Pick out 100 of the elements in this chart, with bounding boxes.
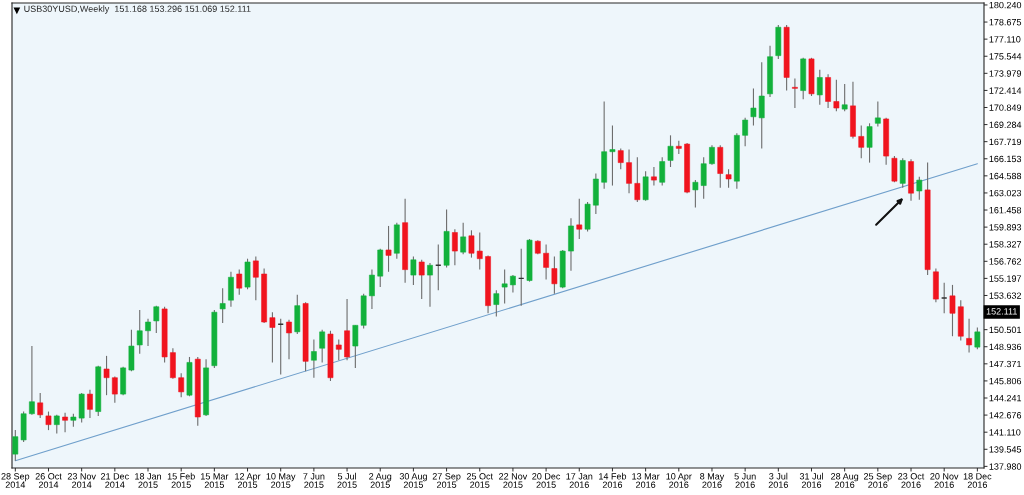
candlestick	[311, 338, 317, 379]
y-tick-label: 166.153	[989, 155, 1022, 163]
x-tick-label: 30 Aug 2015	[399, 473, 427, 488]
x-tick-label: 23 Oct 2016	[898, 473, 925, 488]
candlestick	[252, 255, 259, 301]
candlestick	[841, 83, 848, 112]
candlestick	[543, 243, 549, 281]
candlestick	[476, 231, 483, 271]
y-tick-label: 148.936	[989, 343, 1022, 351]
x-tick-label: 3 Jul 2016	[768, 472, 788, 488]
x-tick-label: 21 Dec 2014	[100, 473, 129, 488]
y-tick-label: 178.675	[989, 19, 1022, 26]
x-tick-label: 10 Apr 2016	[666, 473, 692, 488]
x-tick-label: 25 Sep 2016	[863, 473, 892, 488]
candlestick	[319, 329, 326, 363]
candlestick	[642, 170, 649, 202]
y-tick-label: 159.893	[989, 224, 1022, 231]
candlestick	[228, 271, 234, 308]
candlestick	[286, 319, 292, 360]
candlestick	[634, 156, 641, 203]
candlestick	[659, 156, 666, 187]
candlestick	[468, 229, 475, 259]
candlestick	[651, 166, 657, 187]
y-tick-label: 153.632	[989, 292, 1022, 299]
x-tick-label: 5 Jun 2016	[734, 473, 756, 488]
x-tick-label: 27 Sep 2015	[432, 473, 461, 488]
x-tick-label: 14 Feb 2016	[599, 472, 627, 488]
y-tick-label: 164.588	[989, 172, 1022, 180]
candlestick	[452, 228, 458, 266]
candlestick	[551, 255, 558, 295]
x-tick-label: 25 Oct 2015	[466, 473, 493, 488]
x-tick-label: 2 Aug 2015	[369, 473, 392, 488]
candlestick	[493, 289, 500, 318]
candlestick	[899, 157, 906, 189]
y-tick-label: 173.979	[989, 70, 1022, 77]
y-tick-label: 167.719	[989, 138, 1022, 146]
candlestick	[460, 222, 467, 255]
candlestick	[153, 305, 160, 334]
candlestick	[418, 259, 425, 300]
y-tick-label: 177.110	[989, 36, 1021, 43]
candlestick	[45, 410, 52, 431]
candlestick	[111, 376, 118, 404]
x-tick-label: 23 Nov 2014	[67, 473, 96, 488]
candlestick	[667, 134, 674, 168]
y-tick-label: 144.241	[989, 394, 1022, 402]
y-tick-label: 145.806	[989, 377, 1022, 385]
y-tick-label: 155.197	[989, 275, 1022, 282]
candlestick	[858, 124, 865, 159]
candlestick	[87, 389, 93, 419]
candlestick	[709, 144, 715, 166]
x-tick-label: 17 Jan 2016	[566, 473, 593, 488]
y-tick-label: 158.327	[989, 241, 1022, 248]
x-tick-label: 8 May 2016	[700, 473, 725, 488]
candlestick	[949, 284, 956, 337]
candlestick	[62, 412, 68, 433]
candlestick	[758, 61, 765, 149]
candlestick	[816, 69, 823, 106]
candlestick	[369, 269, 375, 310]
y-tick-label: 172.414	[989, 87, 1022, 94]
x-tick-label: 28 Aug 2016	[831, 473, 859, 488]
candlestick	[29, 345, 35, 416]
x-tick-label: 15 Mar 2015	[201, 473, 229, 488]
candlestick	[974, 326, 981, 350]
chart-title: USB30YUSD,Weekly 151.168 153.296 151.069 152.111	[24, 5, 251, 14]
candlestick	[833, 79, 840, 112]
x-tick-label: 20 Nov 2016	[930, 473, 959, 488]
y-tick-label: 161.458	[989, 207, 1022, 214]
x-tick-label: 28 Sep 2014	[1, 473, 30, 488]
x-tick-label: 22 Nov 2015	[499, 473, 528, 488]
x-tick-label: 7 Jun 2015	[303, 473, 325, 488]
candlestick	[219, 287, 226, 324]
candlestick	[609, 124, 616, 187]
candlestick	[385, 225, 392, 273]
x-tick-label: 26 Oct 2014	[35, 473, 62, 488]
x-tick-label: 13 Mar 2016	[632, 473, 660, 488]
y-tick-label: 170.849	[989, 104, 1022, 111]
candlestick	[269, 311, 276, 363]
x-tick-label: 20 Dec 2015	[532, 473, 561, 488]
candlestick	[966, 318, 972, 354]
candlestick	[335, 338, 342, 361]
candlestick	[866, 122, 873, 164]
candlestick	[236, 269, 243, 296]
candlestick	[410, 255, 417, 286]
y-tick-label: 180.240	[989, 1, 1022, 9]
y-tick-label: 139.545	[989, 446, 1022, 453]
annotation: 152.111	[986, 308, 1017, 315]
x-tick-label: 18 Dec 2016	[963, 473, 992, 488]
candlestick	[792, 77, 798, 109]
candlestick	[750, 87, 757, 127]
candlestick	[501, 269, 508, 305]
y-tick-label: 163.023	[989, 189, 1022, 197]
y-tick-label: 169.284	[989, 121, 1022, 128]
x-tick-label: 10 May 2015	[266, 473, 296, 488]
candlestick	[916, 176, 923, 201]
x-tick-label: 18 Jan 2015	[135, 473, 161, 488]
x-tick-label: 12 Apr 2015	[235, 473, 261, 488]
candlestick	[103, 355, 110, 396]
candlestick	[427, 262, 433, 308]
candlestick	[626, 148, 632, 194]
y-tick-label: 150.501	[989, 326, 1022, 334]
